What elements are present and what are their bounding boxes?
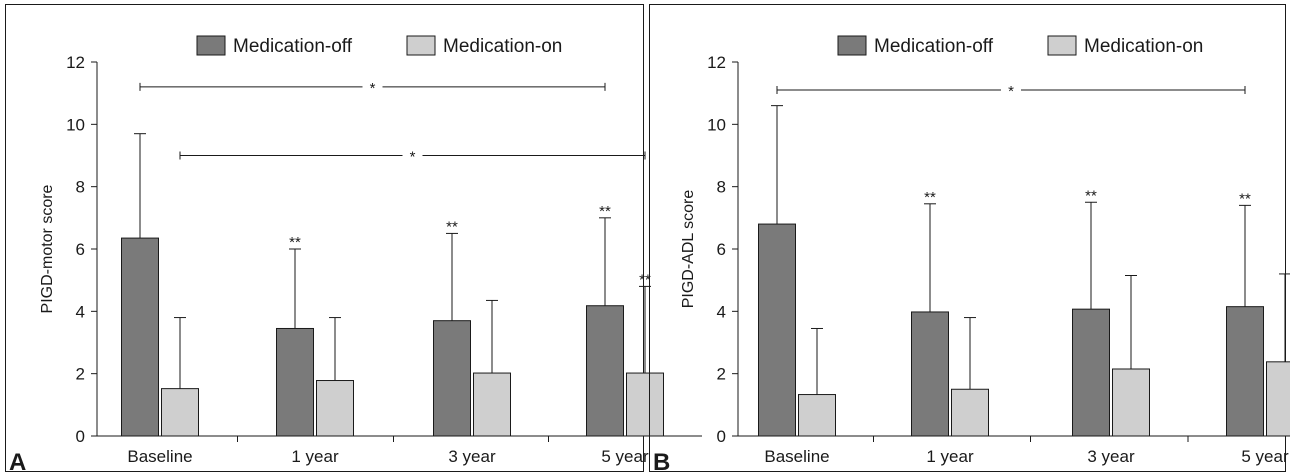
significance-mark: ** [1239, 190, 1251, 207]
significance-mark: ** [639, 271, 651, 288]
y-tick-label: 6 [717, 240, 726, 259]
y-tick-label: 6 [76, 240, 85, 259]
bar-medication-on [951, 388, 989, 437]
y-tick-label: 4 [717, 302, 726, 321]
y-tick-label: 10 [707, 115, 726, 134]
bar-medication-on [1112, 368, 1150, 437]
legend-swatch-medication-off [837, 35, 867, 56]
bar-medication-off [586, 305, 624, 437]
x-tick-label: 5 year [601, 447, 649, 466]
chart-panel-B: 0 2 4 6 8 10 12 Baseline 1 year 3 year 5 year PIGD-… [649, 4, 1290, 475]
significance-mark: ** [446, 218, 458, 235]
legend-swatch-medication-off [196, 35, 226, 56]
legend-swatch-medication-on [1047, 35, 1077, 56]
y-tick-label: 12 [707, 53, 726, 72]
bar-medication-on [626, 372, 664, 437]
legend-label-medication-off: Medication-off [233, 36, 353, 57]
bar-medication-on [316, 380, 354, 437]
significance-label: * [370, 80, 376, 97]
legend: Medication-off Medication-on [196, 35, 562, 57]
bar-medication-on [473, 372, 511, 437]
x-tick-label: 5 year [1241, 447, 1289, 466]
panel-frame [649, 4, 1286, 472]
panel-label: B [653, 449, 670, 475]
bar-medication-off [433, 320, 471, 437]
bar-medication-off [758, 223, 796, 437]
chart-panel-A: 0 2 4 6 8 10 12 Baseline 1 year 3 year 5 year PIGD-… [5, 4, 702, 475]
significance-mark: ** [1085, 187, 1097, 204]
y-tick-label: 0 [717, 427, 726, 446]
x-tick-label: Baseline [764, 447, 829, 466]
panel-frame [5, 4, 644, 472]
significance-label: * [410, 149, 416, 166]
x-tick-label: 1 year [926, 447, 974, 466]
x-tick-label: 3 year [1087, 447, 1135, 466]
bar-medication-off [1072, 308, 1110, 437]
y-axis-label: PIGD-ADL score [680, 190, 697, 309]
legend-swatch-medication-on [406, 35, 436, 56]
y-tick-label: 2 [717, 365, 726, 384]
bar-medication-off [1226, 306, 1264, 437]
bar-medication-on [798, 394, 836, 437]
x-tick-label: 3 year [448, 447, 496, 466]
significance-mark: ** [289, 234, 301, 251]
x-tick-label: 1 year [291, 447, 339, 466]
legend-label-medication-on: Medication-on [1084, 36, 1203, 57]
x-tick-label: Baseline [127, 447, 192, 466]
y-tick-label: 2 [76, 365, 85, 384]
bar-medication-off [121, 237, 159, 437]
significance-mark: ** [924, 189, 936, 206]
panel-label: A [9, 449, 26, 475]
significance-label: * [1008, 83, 1014, 100]
legend-label-medication-on: Medication-on [443, 36, 562, 57]
bar-medication-off [276, 327, 314, 437]
bar-medication-off [911, 311, 949, 437]
bar-medication-on [161, 388, 199, 437]
y-tick-label: 8 [717, 178, 726, 197]
significance-mark: ** [599, 203, 611, 220]
y-tick-label: 8 [76, 178, 85, 197]
y-axis-label: PIGD-motor score [39, 184, 56, 313]
legend-label-medication-off: Medication-off [874, 36, 994, 57]
y-tick-label: 10 [66, 115, 85, 134]
legend: Medication-off Medication-on [837, 35, 1203, 57]
y-tick-label: 12 [66, 53, 85, 72]
y-tick-label: 4 [76, 302, 85, 321]
y-tick-label: 0 [76, 427, 85, 446]
bar-medication-on [1266, 361, 1290, 437]
